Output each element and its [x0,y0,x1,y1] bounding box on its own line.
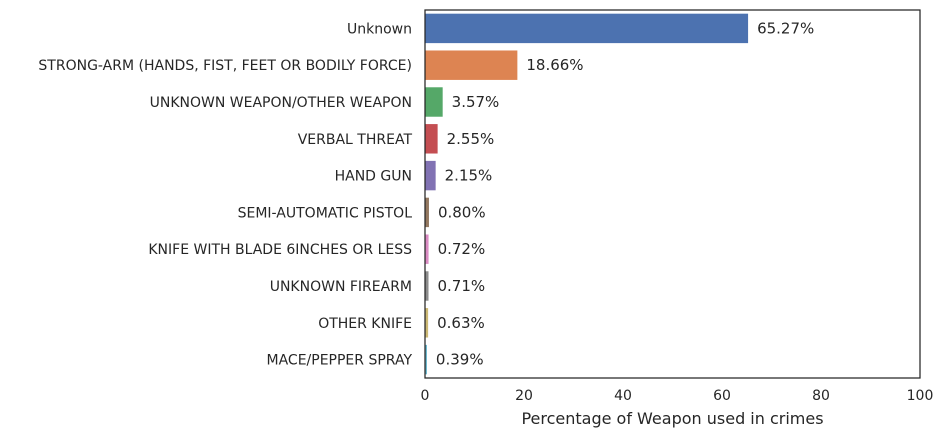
x-tick-label-5: 100 [907,388,934,404]
category-label-1: STRONG-ARM (HANDS, FIST, FEET OR BODILY … [38,58,412,74]
category-label-4: HAND GUN [335,169,412,185]
bar-0 [425,13,749,44]
category-labels: Unknown STRONG-ARM (HANDS, FIST, FEET OR … [38,21,412,368]
category-label-2: UNKNOWN WEAPON/OTHER WEAPON [150,95,412,111]
value-label-8: 0.63% [437,314,485,332]
category-label-0: Unknown [347,21,412,37]
category-label-5: SEMI-AUTOMATIC PISTOL [238,205,413,221]
x-tick-label-3: 60 [713,388,731,404]
value-label-0: 65.27% [757,19,814,37]
bar-7 [425,271,429,301]
bar-1 [425,50,518,80]
value-label-5: 0.80% [438,203,486,221]
x-tick-label-4: 80 [812,388,830,404]
value-label-7: 0.71% [438,277,486,295]
bars-group [425,13,749,375]
bar-3 [425,124,438,154]
category-label-6: KNIFE WITH BLADE 6INCHES OR LESS [148,242,412,258]
bar-8 [425,308,429,338]
value-label-3: 2.55% [447,130,495,148]
value-label-6: 0.72% [438,240,486,258]
value-label-1: 18.66% [526,56,583,74]
category-label-7: UNKNOWN FIREARM [270,279,412,295]
x-axis-title: Percentage of Weapon used in crimes [521,409,823,428]
value-label-4: 2.15% [445,167,493,185]
bar-5 [425,197,429,228]
bar-6 [425,234,429,264]
bar-2 [425,87,443,117]
x-axis-ticks: 0 20 40 60 80 100 [421,388,934,404]
x-tick-label-0: 0 [421,388,430,404]
plot-frame [424,9,921,379]
x-tick-label-1: 20 [515,388,533,404]
value-label-2: 3.57% [452,93,500,111]
category-label-3: VERBAL THREAT [298,132,413,148]
x-tick-label-2: 40 [614,388,632,404]
value-label-9: 0.39% [436,351,484,369]
category-label-9: MACE/PEPPER SPRAY [267,353,413,369]
value-labels: 65.27% 18.66% 3.57% 2.55% 2.15% 0.80% 0.72% 0.7… [436,19,814,368]
bar-9 [425,344,427,375]
bar-4 [425,160,436,191]
category-label-8: OTHER KNIFE [318,316,412,332]
